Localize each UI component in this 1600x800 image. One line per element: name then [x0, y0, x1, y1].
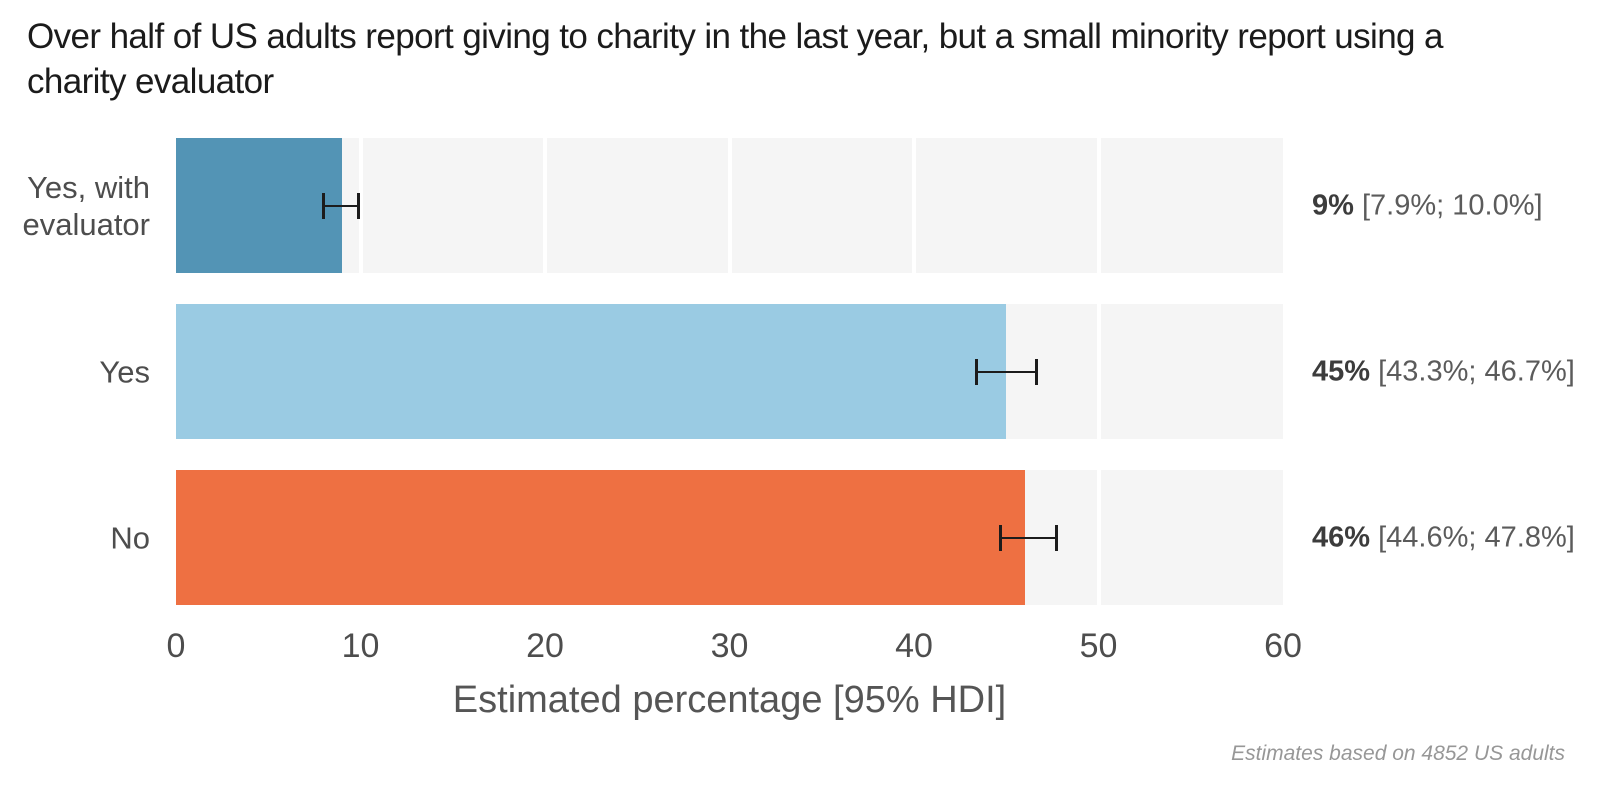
- annotation-value: 46%: [1312, 521, 1371, 553]
- error-bar-line: [321, 204, 361, 207]
- x-tick-30: 30: [710, 627, 749, 665]
- x-tick-60: 60: [1264, 627, 1302, 665]
- error-bar-yes: [974, 358, 1038, 385]
- annotation-hdi-range: [7.9%; 10.0%]: [1353, 189, 1543, 221]
- x-tick-50: 50: [1079, 627, 1118, 665]
- x-axis-title: Estimated percentage [95% HDI]: [452, 679, 1007, 721]
- gridline: [358, 138, 363, 273]
- value-annotation-no: 46% [44.6%; 47.8%]: [1312, 521, 1575, 554]
- gridline: [1096, 138, 1101, 273]
- gridline: [1096, 470, 1101, 605]
- annotation-hdi-range: [44.6%; 47.8%]: [1370, 521, 1575, 553]
- y-axis-label-no: No: [110, 520, 150, 555]
- annotation-value: 9%: [1312, 189, 1354, 221]
- error-bar-cap-left: [974, 358, 978, 385]
- gridline: [1096, 304, 1101, 439]
- error-bar-no: [998, 524, 1058, 551]
- value-annotation-yes-with-evaluator: 9% [7.9%; 10.0%]: [1312, 189, 1543, 222]
- y-axis-label-yes: Yes: [99, 354, 150, 389]
- chart-caption: Estimates based on 4852 US adults: [1231, 742, 1565, 765]
- bar-yes-with-evaluator: [176, 138, 343, 273]
- error-bar-yes-with-evaluator: [321, 192, 361, 219]
- chart-row-yes-with-evaluator: Yes, with evaluator 9% [7.9%; 10.0%]: [0, 138, 1600, 273]
- error-bar-cap-left: [998, 524, 1002, 551]
- value-annotation-yes: 45% [43.3%; 46.7%]: [1312, 355, 1575, 388]
- error-bar-cap-left: [321, 192, 325, 219]
- error-bar-cap-right: [357, 192, 361, 219]
- bar-no: [176, 470, 1025, 605]
- chart-row-yes: Yes 45% [43.3%; 46.7%]: [0, 304, 1600, 439]
- error-bar-cap-right: [1034, 358, 1038, 385]
- y-axis-label-yes-with-evaluator: Yes, with evaluator: [22, 169, 150, 242]
- chart-title: Over half of US adults report giving to …: [27, 17, 1444, 101]
- bar-yes: [176, 304, 1007, 439]
- x-tick-10: 10: [341, 627, 380, 665]
- gridline: [727, 138, 732, 273]
- gridline: [912, 138, 916, 273]
- x-tick-40: 40: [895, 627, 933, 665]
- annotation-value: 45%: [1312, 355, 1371, 387]
- x-tick-0: 0: [166, 627, 186, 665]
- chart-row-no: No 46% [44.6%; 47.8%]: [0, 470, 1600, 605]
- gridline: [543, 138, 547, 273]
- annotation-hdi-range: [43.3%; 46.7%]: [1370, 355, 1575, 387]
- bar-track: [176, 138, 1283, 273]
- error-bar-cap-right: [1054, 524, 1058, 551]
- error-bar-line: [998, 536, 1058, 539]
- error-bar-line: [974, 370, 1038, 373]
- x-tick-20: 20: [526, 627, 564, 665]
